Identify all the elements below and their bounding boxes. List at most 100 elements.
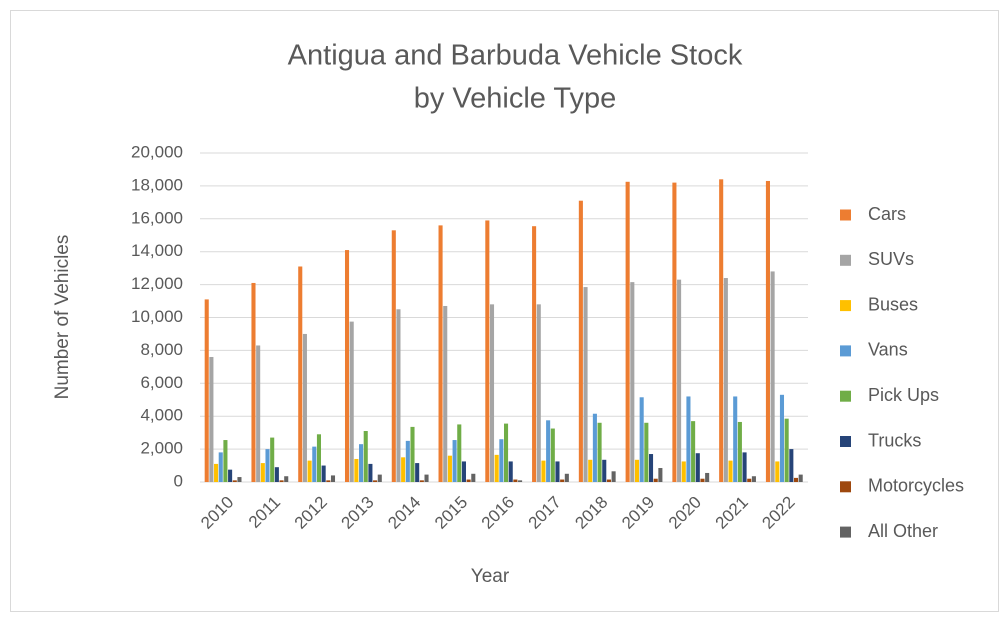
legend-label: Vans (868, 340, 908, 360)
bar (349, 321, 354, 482)
legend-label: Motorcycles (868, 476, 964, 496)
bar (578, 200, 583, 482)
bar (779, 394, 785, 482)
bar (457, 424, 462, 482)
bar (401, 457, 406, 482)
chart-title: by Vehicle Type (414, 83, 617, 115)
legend-swatch (840, 254, 851, 266)
bar (256, 345, 261, 482)
bar (583, 287, 588, 482)
bar (775, 461, 780, 482)
bar (681, 461, 686, 482)
bar (377, 474, 382, 482)
bar (251, 282, 256, 482)
bar (625, 181, 630, 482)
bar (793, 477, 799, 482)
bar (330, 475, 336, 482)
bar (363, 431, 368, 482)
bar (419, 480, 424, 482)
legend-swatch (840, 526, 851, 538)
bar (634, 459, 640, 482)
bar (747, 478, 752, 482)
legend-label: SUVs (868, 249, 914, 269)
bar (700, 478, 705, 482)
bar (653, 478, 658, 482)
bar (742, 452, 747, 482)
legend-swatch (840, 300, 851, 312)
bar (798, 474, 803, 482)
bar (728, 460, 733, 482)
y-tick-label: 12,000 (131, 274, 183, 293)
legend-swatch (840, 436, 851, 447)
y-tick-label: 10,000 (131, 307, 183, 326)
bar (321, 465, 326, 482)
bar (611, 471, 616, 482)
bar (344, 250, 350, 482)
bar (461, 461, 466, 482)
bar (504, 423, 509, 482)
y-tick-label: 16,000 (131, 208, 183, 227)
y-tick-label: 4,000 (140, 406, 183, 425)
bar (326, 480, 331, 482)
bar (560, 479, 565, 482)
bar (274, 467, 279, 482)
bar (550, 428, 555, 482)
bar (588, 459, 593, 482)
bar (260, 463, 265, 482)
bar (691, 421, 696, 482)
bar (630, 282, 635, 482)
bar (447, 455, 452, 482)
bar (237, 477, 242, 482)
bar (770, 271, 775, 482)
y-tick-label: 2,000 (140, 439, 183, 458)
bar (733, 396, 738, 482)
bar (672, 182, 677, 483)
bar (391, 230, 396, 482)
bar (705, 472, 710, 482)
bar (536, 304, 541, 482)
bar (532, 226, 537, 482)
y-tick-label: 20,000 (131, 142, 183, 161)
bar (639, 397, 644, 482)
bar (494, 454, 499, 482)
bar (723, 278, 728, 482)
bar (564, 473, 569, 482)
bar (489, 304, 495, 482)
bar (677, 279, 682, 482)
bar (546, 420, 551, 482)
y-tick-label: 6,000 (140, 373, 183, 392)
bar (214, 463, 219, 482)
bar (592, 413, 597, 482)
bar (424, 474, 429, 482)
bar (312, 446, 317, 482)
bar (284, 476, 289, 482)
legend-label: Buses (868, 294, 918, 314)
bar (302, 333, 307, 482)
bar (508, 461, 513, 482)
bar (499, 439, 504, 482)
bar (209, 356, 214, 482)
bar (354, 458, 359, 482)
bar (228, 469, 233, 482)
bar (438, 225, 443, 482)
bar (204, 299, 209, 482)
bar (396, 309, 401, 482)
bar (232, 480, 237, 482)
bar (265, 449, 270, 482)
bar (405, 440, 410, 482)
bar (751, 476, 756, 482)
bar (644, 422, 649, 482)
bar (471, 473, 476, 482)
bar (765, 180, 770, 482)
y-tick-label: 14,000 (131, 241, 183, 260)
bar (218, 452, 223, 482)
bar (415, 463, 420, 482)
y-tick-label: 8,000 (140, 340, 183, 359)
bar (737, 421, 742, 482)
chart-frame (10, 10, 999, 612)
bar (443, 305, 448, 482)
bar (541, 460, 546, 482)
bar (784, 418, 789, 482)
legend-label: Cars (868, 204, 906, 224)
